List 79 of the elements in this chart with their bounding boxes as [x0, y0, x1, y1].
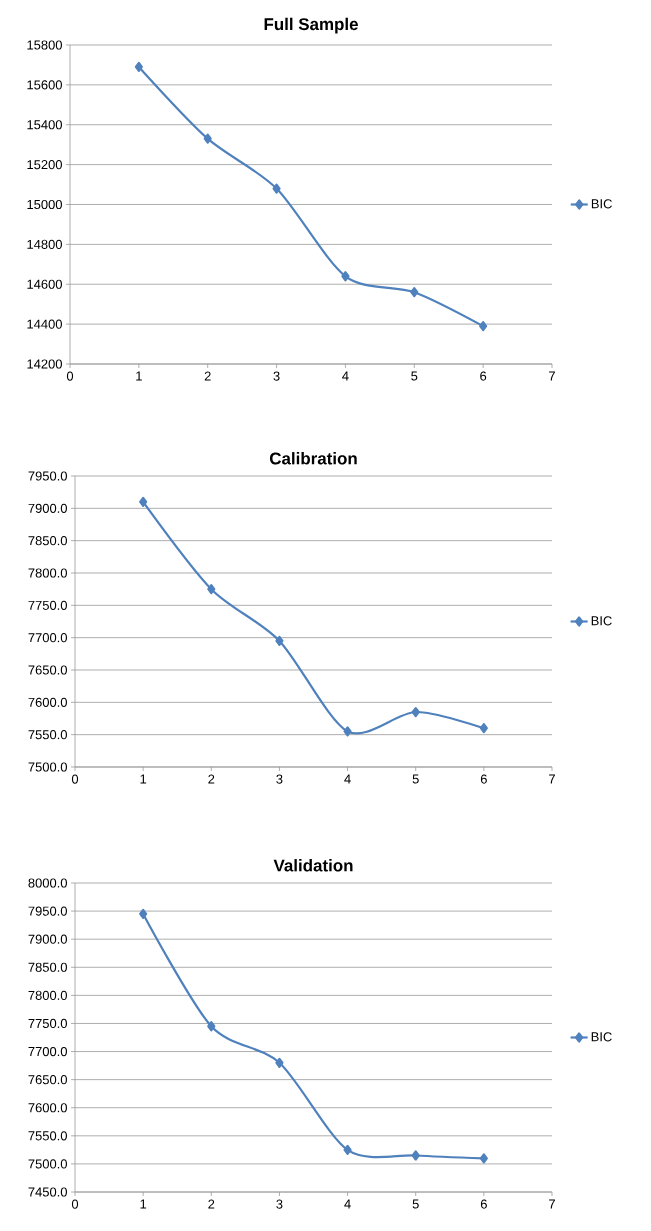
y-tick-label: 7850.0: [28, 536, 67, 546]
chart-title: Validation: [273, 859, 353, 872]
point: [479, 723, 488, 734]
y-tick-label: 7450.0: [28, 1187, 67, 1197]
point: [343, 1144, 352, 1155]
x-tick-label: 3: [276, 774, 283, 784]
x-tick-label: 1: [140, 1199, 147, 1209]
x-tick-label: 2: [204, 371, 211, 381]
y-tick-label: 7550.0: [28, 1131, 67, 1141]
x-tick-label: 6: [480, 371, 487, 381]
point: [134, 61, 143, 72]
y-tick-label: 7800.0: [28, 568, 67, 578]
legend-label: BIC: [591, 1032, 612, 1042]
y-tick-label: 7900.0: [28, 934, 67, 944]
point: [139, 496, 148, 507]
y-tick-label: 7650.0: [28, 1075, 67, 1085]
y-tick-label: 7900.0: [28, 503, 67, 513]
legend-label: BIC: [591, 616, 612, 626]
y-tick-label: 7500.0: [28, 762, 67, 772]
y-tick-label: 7800.0: [28, 990, 67, 1000]
y-tick-label: 7700.0: [28, 1046, 67, 1057]
x-tick-label: 1: [136, 371, 142, 381]
y-tick-label: 7600.0: [28, 697, 67, 707]
y-tick-label: 14800: [27, 239, 62, 249]
y-tick-label: 14600: [27, 279, 62, 289]
x-tick-label: 7: [549, 774, 555, 784]
y-tick-label: 7550.0: [28, 730, 67, 740]
x-tick-label: 5: [412, 774, 419, 784]
point: [207, 584, 216, 595]
y-tick-label: 14200: [27, 359, 62, 369]
y-tick-label: 7750.0: [28, 1018, 67, 1029]
y-tick-label: 7750.0: [28, 600, 67, 610]
x-tick-label: 7: [549, 371, 555, 381]
point: [411, 1150, 420, 1161]
x-tick-label: 6: [480, 774, 487, 784]
point: [411, 706, 420, 718]
x-tick-label: 7: [549, 1199, 555, 1209]
point: [272, 183, 281, 194]
point: [275, 635, 284, 646]
x-tick-label: 2: [208, 1199, 215, 1209]
y-tick-label: 8000.0: [28, 878, 67, 888]
x-tick-label: 6: [480, 1199, 487, 1209]
y-tick-label: 15000: [27, 199, 62, 210]
chart-title: Full Sample: [264, 17, 358, 34]
x-tick-label: 4: [344, 774, 351, 784]
x-tick-label: 0: [71, 1199, 79, 1209]
y-tick-label: 15600: [27, 80, 62, 90]
point: [275, 1057, 284, 1068]
point: [203, 133, 212, 144]
y-tick-label: 14400: [27, 319, 62, 329]
y-tick-label: 7500.0: [28, 1159, 67, 1169]
y-tick-label: 15400: [27, 120, 62, 130]
x-tick-label: 5: [411, 371, 418, 381]
x-tick-label: 0: [66, 371, 74, 381]
legend-label: BIC: [591, 199, 612, 209]
x-tick-label: 4: [342, 371, 349, 381]
y-tick-label: 7600.0: [28, 1103, 67, 1113]
y-tick-label: 7700.0: [28, 633, 67, 643]
x-tick-label: 2: [208, 774, 215, 784]
y-tick-label: 15200: [27, 160, 62, 170]
point: [410, 287, 419, 298]
chart-title: Calibration: [269, 452, 357, 465]
y-tick-label: 15800: [27, 40, 62, 50]
y-tick-label: 7850.0: [28, 962, 67, 972]
point: [343, 726, 352, 737]
point: [479, 321, 488, 332]
point: [139, 908, 148, 919]
y-tick-label: 7650.0: [28, 665, 67, 675]
x-tick-label: 1: [140, 774, 147, 784]
x-tick-label: 3: [276, 1199, 283, 1209]
point: [479, 1153, 488, 1164]
x-tick-label: 0: [71, 774, 79, 784]
point: [341, 271, 350, 282]
point: [207, 1021, 216, 1032]
x-tick-label: 5: [412, 1199, 419, 1209]
y-tick-label: 7950.0: [28, 906, 67, 916]
x-tick-label: 4: [344, 1199, 351, 1209]
y-tick-label: 7950.0: [28, 471, 67, 481]
x-tick-label: 3: [273, 371, 280, 381]
